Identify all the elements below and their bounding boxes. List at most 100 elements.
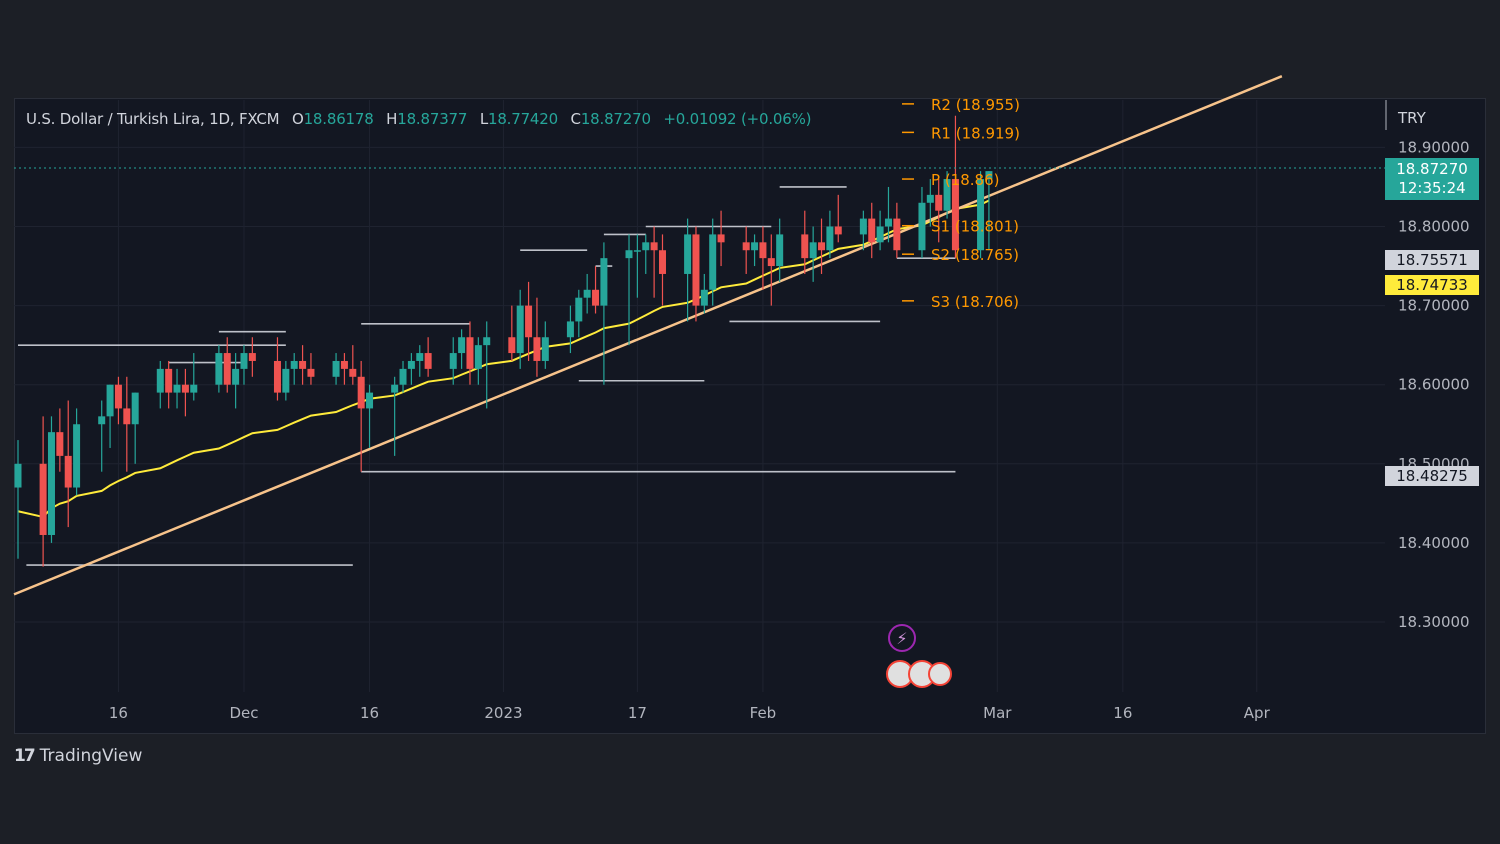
candle-body: [684, 234, 692, 274]
pivot-label: R2 (18.955): [931, 96, 1020, 114]
close-value: 18.87270: [580, 110, 651, 128]
candle-body: [818, 242, 826, 251]
candle-body: [709, 234, 717, 290]
pivot-label: S2 (18.765): [931, 246, 1019, 264]
candle-body: [240, 353, 248, 369]
candle-body: [106, 384, 114, 417]
low-value: 18.77420: [487, 110, 558, 128]
candle-body: [583, 289, 591, 298]
symbol-title[interactable]: U.S. Dollar / Turkish Lira, 1D, FXCM: [26, 110, 280, 128]
candle-body: [391, 384, 399, 393]
candle-body: [692, 234, 700, 306]
candle-body: [181, 384, 189, 393]
candle-body: [658, 250, 666, 274]
pivot-label: S1 (18.801): [931, 218, 1019, 236]
price-tag-b: 18.74733: [1385, 275, 1479, 295]
candle-body: [190, 384, 198, 393]
candle-body: [801, 234, 809, 259]
y-tick-label: 18.40000: [1398, 534, 1470, 552]
support-resistance-lines[interactable]: [18, 186, 956, 566]
price-tag-c: 18.48275: [1385, 466, 1479, 486]
countdown-value: 12:35:24: [1398, 179, 1466, 197]
event-markers[interactable]: ⚡: [886, 624, 952, 688]
candle-body: [357, 376, 365, 409]
candle-body: [525, 305, 533, 338]
symbol-legend: U.S. Dollar / Turkish Lira, 1D, FXCM O18…: [26, 110, 811, 128]
x-tick-label: 16: [360, 704, 379, 722]
candle-body: [977, 179, 985, 251]
candle-body: [650, 242, 658, 251]
candle-body: [290, 360, 298, 369]
candle-body: [776, 234, 784, 267]
candle-body: [742, 242, 750, 251]
candle-body: [533, 337, 541, 361]
candle-body: [98, 416, 106, 425]
candle-body: [717, 234, 725, 243]
close-label: C: [570, 110, 581, 128]
candle-body: [307, 368, 315, 377]
candle-body: [935, 194, 943, 211]
x-tick-label: Mar: [983, 704, 1012, 722]
candle-body: [884, 218, 892, 227]
candle-body: [868, 218, 876, 243]
candle-body: [131, 392, 139, 425]
candle-body: [566, 321, 574, 338]
us-flag-event-icon[interactable]: [928, 662, 952, 686]
candle-body: [39, 463, 47, 535]
y-tick-label: 18.80000: [1398, 218, 1470, 236]
candle-body: [876, 226, 884, 243]
candle-body: [156, 368, 164, 393]
candle-body: [483, 337, 491, 346]
candle-body: [416, 353, 424, 361]
candle-body: [834, 226, 842, 235]
candle-body: [340, 360, 348, 369]
tradingview-logo[interactable]: 17 TradingView: [14, 746, 142, 766]
candle-body: [926, 194, 934, 203]
candle-body: [700, 289, 708, 306]
candle-body: [767, 258, 775, 267]
x-tick-label: Feb: [750, 704, 777, 722]
candle-body: [809, 242, 817, 259]
y-tick-label: 18.60000: [1398, 376, 1470, 394]
price-axis[interactable]: 18.3000018.4000018.5000018.6000018.70000…: [1398, 138, 1470, 631]
candles[interactable]: [14, 115, 993, 567]
candle-body: [575, 297, 583, 322]
candle-body: [449, 353, 457, 369]
tradingview-logo-text: TradingView: [39, 746, 143, 766]
lightning-icon: ⚡: [896, 629, 907, 648]
pivot-levels: R2 (18.955) R1 (18.919) P (18.86) S1 (18.80…: [902, 96, 1020, 311]
chart-panel[interactable]: [14, 98, 1486, 734]
high-label: H: [386, 110, 398, 128]
candle-body: [407, 360, 415, 369]
time-axis[interactable]: 16 Dec 16 2023 17 Feb Mar 16 Apr: [109, 704, 1271, 722]
candle-body: [114, 384, 122, 409]
candle-body: [424, 353, 432, 369]
y-tick-label: 18.30000: [1398, 613, 1470, 631]
candle-body: [826, 226, 834, 251]
candle-body: [466, 337, 474, 369]
x-tick-label: Dec: [229, 704, 258, 722]
pivot-label: P (18.86): [931, 171, 999, 189]
candle-body: [759, 242, 767, 259]
candle-body: [64, 455, 72, 488]
x-tick-label: 16: [109, 704, 128, 722]
last-price-tag: 18.87270 12:35:24: [1385, 158, 1479, 200]
candle-body: [215, 353, 223, 385]
candle-body: [165, 368, 173, 393]
candle-body: [541, 337, 549, 361]
last-price-value: 18.87270: [1396, 160, 1468, 178]
candle-body: [516, 305, 524, 354]
x-tick-label: Apr: [1244, 704, 1271, 722]
high-value: 18.87377: [397, 110, 468, 128]
candle-body: [633, 250, 641, 252]
candle-body: [625, 250, 633, 259]
currency-label: TRY: [1398, 109, 1426, 127]
candle-body: [47, 432, 55, 535]
candle-body: [332, 360, 340, 377]
lightning-event-icon[interactable]: [888, 624, 916, 652]
open-value: 18.86178: [303, 110, 374, 128]
trendline[interactable]: [13, 75, 1283, 596]
change-value: +0.01092 (+0.06%): [663, 110, 812, 128]
tradingview-logo-icon: 17: [14, 746, 36, 766]
